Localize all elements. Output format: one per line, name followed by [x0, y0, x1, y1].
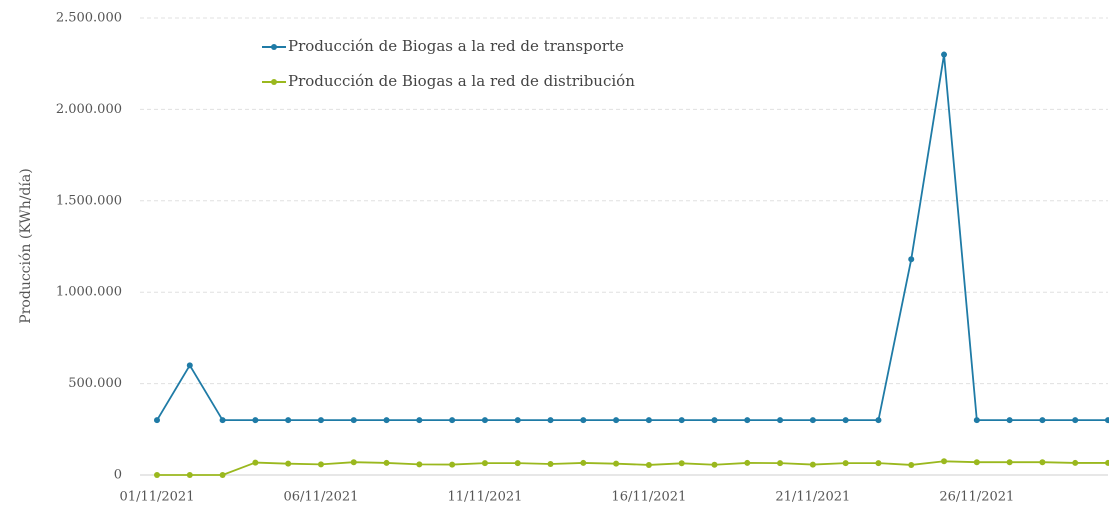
data-point: [842, 460, 849, 467]
x-tick-label: 06/11/2021: [283, 490, 358, 505]
data-point: [285, 460, 292, 467]
data-point: [1105, 459, 1109, 466]
data-point: [645, 461, 652, 468]
y-tick-label: 1.500.000: [56, 193, 122, 208]
data-point: [645, 417, 652, 424]
x-tick-label: 01/11/2021: [120, 490, 195, 505]
data-point: [350, 459, 357, 466]
data-point: [383, 417, 390, 424]
legend-label: Producción de Biogas a la red de distrib…: [288, 72, 635, 90]
legend-marker: [271, 79, 277, 85]
y-tick-label: 1.000.000: [56, 285, 122, 300]
data-point: [1105, 417, 1109, 424]
data-point: [908, 461, 915, 468]
data-point: [219, 472, 226, 478]
data-point: [580, 459, 587, 466]
x-tick-label: 16/11/2021: [611, 490, 686, 505]
series-line: [156, 54, 1108, 422]
data-point: [1006, 417, 1013, 424]
y-tick-label: 0: [114, 468, 122, 483]
data-point: [481, 417, 488, 424]
data-point: [154, 417, 160, 424]
series-line: [157, 460, 1108, 476]
data-point: [317, 461, 324, 468]
x-tick-label: 21/11/2021: [775, 490, 850, 505]
data-point: [777, 417, 784, 424]
x-tick-label: 11/11/2021: [447, 490, 522, 505]
data-point: [449, 461, 456, 468]
data-point: [744, 417, 751, 424]
data-point: [219, 417, 226, 424]
data-point: [941, 458, 948, 465]
data-point: [186, 362, 193, 369]
data-point: [350, 417, 357, 424]
data-point: [678, 417, 685, 424]
legend-label: Producción de Biogas a la red de transpo…: [288, 37, 624, 55]
data-point: [514, 417, 521, 424]
data-point: [416, 417, 423, 424]
data-point: [1006, 459, 1013, 466]
y-axis-label: Producción (KWh/día): [18, 168, 34, 323]
data-point: [1072, 459, 1079, 466]
data-point: [547, 461, 554, 468]
data-point: [613, 417, 620, 424]
data-point: [252, 417, 259, 424]
data-point: [678, 460, 685, 467]
data-point: [809, 461, 816, 468]
data-point: [154, 472, 160, 478]
data-point: [285, 417, 292, 424]
data-point: [613, 460, 620, 467]
data-point: [481, 460, 488, 467]
data-point: [1039, 417, 1046, 424]
data-point: [809, 417, 816, 424]
data-point: [252, 459, 259, 466]
data-point: [973, 459, 980, 466]
x-tick-label: 26/11/2021: [939, 490, 1014, 505]
data-point: [1039, 459, 1046, 466]
data-point: [383, 459, 390, 466]
y-tick-label: 2.000.000: [56, 102, 122, 117]
data-point: [875, 417, 882, 424]
data-point: [1072, 417, 1079, 424]
data-point: [580, 417, 587, 424]
y-tick-label: 500.000: [68, 376, 122, 391]
data-point: [941, 51, 948, 58]
data-point: [908, 256, 915, 263]
data-point: [711, 461, 718, 468]
data-point: [449, 417, 456, 424]
data-point: [875, 460, 882, 467]
data-point: [186, 472, 193, 478]
y-tick-label: 2.500.000: [56, 11, 122, 26]
legend-marker: [271, 44, 277, 50]
data-point: [711, 417, 718, 424]
data-point: [547, 417, 554, 424]
data-point: [416, 461, 423, 468]
data-point: [777, 460, 784, 467]
data-point: [842, 417, 849, 424]
data-point: [317, 417, 324, 424]
data-point: [744, 459, 751, 466]
data-point: [973, 417, 980, 424]
data-point: [514, 460, 521, 467]
